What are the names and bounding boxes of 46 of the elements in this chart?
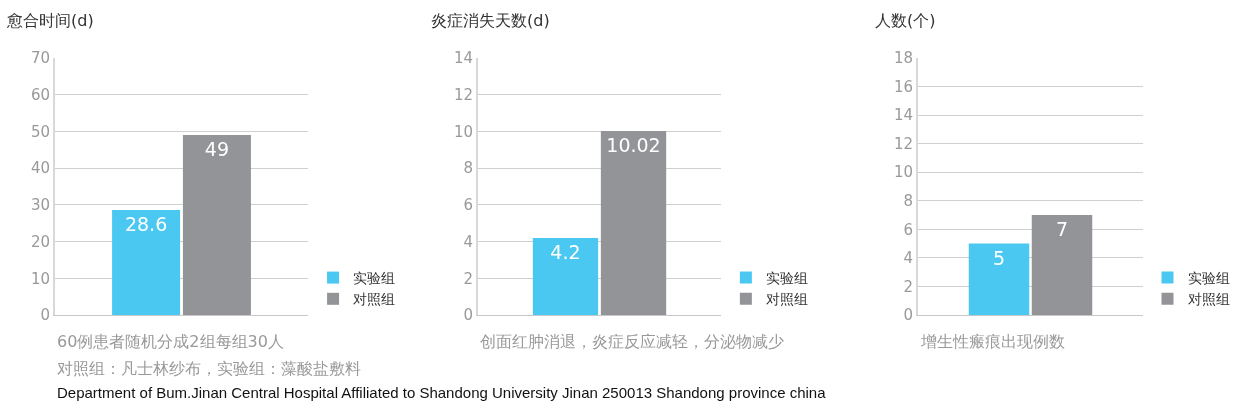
data-label: 28.6 [124, 213, 168, 235]
y-tick-label: 10 [30, 269, 50, 288]
text: 对照组：凡士林纱布，实验组：藻酸盐敷料 [57, 358, 362, 380]
y-tick-label: 0 [40, 306, 50, 325]
y-tick-label: 14 [453, 49, 473, 68]
y-tick-label: 2 [463, 269, 473, 288]
y-tick-label: 60 [30, 85, 50, 104]
legend-label: 实验组 [1187, 270, 1230, 287]
y-tick-label: 50 [30, 122, 50, 141]
y-axis-title: 人数(个) [875, 11, 936, 30]
legend-label: 对照组 [1187, 291, 1230, 308]
legend-label: 对照组 [765, 291, 808, 308]
y-tick-label: 16 [893, 77, 913, 96]
legend-label: 实验组 [353, 270, 396, 287]
y-tick-label: 6 [903, 220, 913, 239]
y-tick-label: 8 [463, 159, 473, 178]
y-tick-label: 30 [30, 196, 50, 215]
y-tick-label: 8 [903, 192, 913, 211]
legend-label: 对照组 [353, 291, 396, 308]
y-tick-label: 70 [30, 49, 50, 68]
y-tick-label: 6 [463, 196, 473, 215]
x-axis-title: 创面红肿消退，炎症反应减轻，分泌物减少 [480, 332, 784, 351]
y-tick-label: 18 [893, 49, 913, 68]
y-tick-label: 10 [893, 163, 913, 182]
data-label: 49 [204, 138, 230, 161]
y-tick-label: 12 [893, 134, 913, 153]
y-axis-title: 愈合时间(d) [6, 11, 94, 30]
y-tick-label: 10 [453, 122, 473, 141]
y-tick-label: 20 [30, 232, 50, 251]
data-label: 4.2 [550, 240, 581, 263]
y-tick-label: 40 [30, 159, 50, 178]
y-tick-label: 12 [453, 85, 473, 104]
text: Department of Bum.Jinan Central Hospital Affiliated to Shandong University Jinan 250013 Shandong province china [57, 383, 826, 403]
y-tick-label: 4 [903, 249, 913, 268]
y-tick-label: 2 [903, 277, 913, 296]
x-axis-title: 增生性瘢痕出现例数 [920, 332, 1065, 351]
data-label: 5 [992, 246, 1006, 269]
y-axis-title: 炎症消失天数(d) [431, 11, 550, 30]
y-tick-label: 14 [893, 106, 913, 125]
legend-label: 实验组 [765, 270, 808, 287]
data-label: 10.02 [606, 134, 661, 157]
data-label: 7 [1055, 218, 1069, 241]
x-axis-title: 60例患者随机分成2组每组30人 [57, 332, 284, 351]
y-tick-label: 4 [463, 232, 473, 251]
y-tick-label: 0 [463, 306, 473, 325]
y-tick-label: 0 [903, 306, 913, 325]
